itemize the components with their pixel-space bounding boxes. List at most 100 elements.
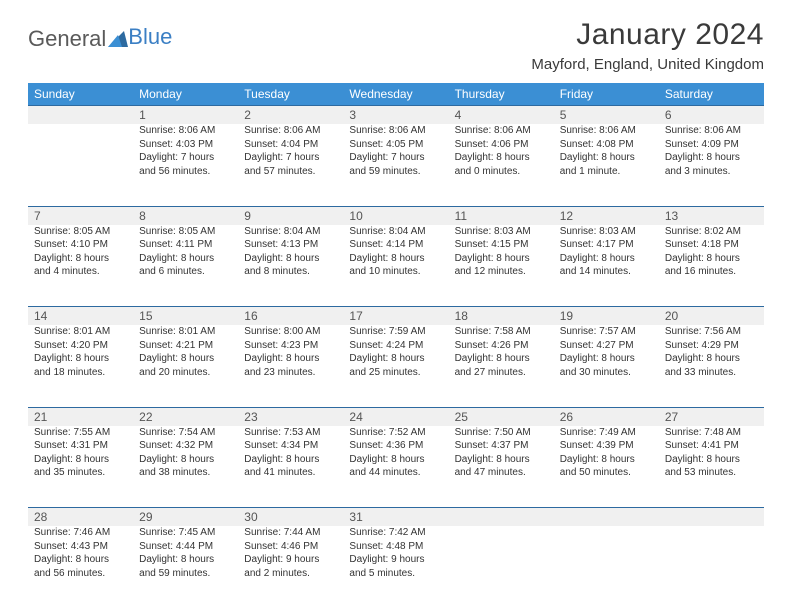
sunrise-text: Sunrise: 7:48 AM (665, 426, 758, 440)
daylight-text: and 3 minutes. (665, 165, 758, 179)
day-number (554, 508, 659, 527)
calendar-table: Sunday Monday Tuesday Wednesday Thursday… (28, 83, 764, 608)
day-number: 11 (449, 206, 554, 225)
daylight-text: and 27 minutes. (455, 366, 548, 380)
daylight-text: and 56 minutes. (139, 165, 232, 179)
daylight-text: Daylight: 8 hours (349, 352, 442, 366)
daylight-text: and 18 minutes. (34, 366, 127, 380)
day-number: 31 (343, 508, 448, 527)
day-cell: Sunrise: 8:02 AMSunset: 4:18 PMDaylight:… (659, 225, 764, 307)
logo-text-2: Blue (128, 24, 172, 50)
day-cell: Sunrise: 7:58 AMSunset: 4:26 PMDaylight:… (449, 325, 554, 407)
day-number (449, 508, 554, 527)
sunset-text: Sunset: 4:31 PM (34, 439, 127, 453)
daylight-text: Daylight: 8 hours (455, 453, 548, 467)
day-number: 29 (133, 508, 238, 527)
sunrise-text: Sunrise: 8:06 AM (560, 124, 653, 138)
day-cell: Sunrise: 8:03 AMSunset: 4:17 PMDaylight:… (554, 225, 659, 307)
day-cell: Sunrise: 7:59 AMSunset: 4:24 PMDaylight:… (343, 325, 448, 407)
daylight-text: Daylight: 8 hours (34, 453, 127, 467)
day-cell: Sunrise: 7:46 AMSunset: 4:43 PMDaylight:… (28, 526, 133, 608)
sunrise-text: Sunrise: 7:53 AM (244, 426, 337, 440)
day-cell: Sunrise: 8:04 AMSunset: 4:13 PMDaylight:… (238, 225, 343, 307)
sunrise-text: Sunrise: 8:06 AM (665, 124, 758, 138)
day-number: 19 (554, 307, 659, 326)
sunset-text: Sunset: 4:41 PM (665, 439, 758, 453)
sunset-text: Sunset: 4:14 PM (349, 238, 442, 252)
sunset-text: Sunset: 4:20 PM (34, 339, 127, 353)
day-number: 13 (659, 206, 764, 225)
daylight-text: Daylight: 8 hours (244, 453, 337, 467)
day-number: 24 (343, 407, 448, 426)
sunset-text: Sunset: 4:10 PM (34, 238, 127, 252)
daylight-text: and 0 minutes. (455, 165, 548, 179)
week-row: Sunrise: 7:46 AMSunset: 4:43 PMDaylight:… (28, 526, 764, 608)
sunrise-text: Sunrise: 7:42 AM (349, 526, 442, 540)
sunrise-text: Sunrise: 7:50 AM (455, 426, 548, 440)
day-cell: Sunrise: 8:06 AMSunset: 4:03 PMDaylight:… (133, 124, 238, 206)
day-number: 6 (659, 106, 764, 125)
daylight-text: and 53 minutes. (665, 466, 758, 480)
sunset-text: Sunset: 4:36 PM (349, 439, 442, 453)
day-number-row: 123456 (28, 106, 764, 125)
day-cell: Sunrise: 8:05 AMSunset: 4:11 PMDaylight:… (133, 225, 238, 307)
daylight-text: Daylight: 7 hours (349, 151, 442, 165)
day-header: Sunday (28, 83, 133, 106)
sunrise-text: Sunrise: 7:54 AM (139, 426, 232, 440)
sunrise-text: Sunrise: 8:04 AM (349, 225, 442, 239)
title-block: January 2024 Mayford, England, United Ki… (531, 18, 764, 73)
sunset-text: Sunset: 4:15 PM (455, 238, 548, 252)
day-cell: Sunrise: 7:45 AMSunset: 4:44 PMDaylight:… (133, 526, 238, 608)
day-header: Monday (133, 83, 238, 106)
sunrise-text: Sunrise: 7:55 AM (34, 426, 127, 440)
daylight-text: and 16 minutes. (665, 265, 758, 279)
sunrise-text: Sunrise: 8:05 AM (139, 225, 232, 239)
daylight-text: Daylight: 8 hours (349, 252, 442, 266)
daylight-text: Daylight: 8 hours (244, 252, 337, 266)
day-number: 25 (449, 407, 554, 426)
day-number: 18 (449, 307, 554, 326)
sunset-text: Sunset: 4:34 PM (244, 439, 337, 453)
day-cell: Sunrise: 8:05 AMSunset: 4:10 PMDaylight:… (28, 225, 133, 307)
sunrise-text: Sunrise: 8:01 AM (139, 325, 232, 339)
daylight-text: and 56 minutes. (34, 567, 127, 581)
sunset-text: Sunset: 4:43 PM (34, 540, 127, 554)
daylight-text: and 35 minutes. (34, 466, 127, 480)
sunset-text: Sunset: 4:48 PM (349, 540, 442, 554)
daylight-text: and 38 minutes. (139, 466, 232, 480)
day-cell: Sunrise: 8:06 AMSunset: 4:04 PMDaylight:… (238, 124, 343, 206)
day-number: 5 (554, 106, 659, 125)
sunrise-text: Sunrise: 7:49 AM (560, 426, 653, 440)
sunrise-text: Sunrise: 7:56 AM (665, 325, 758, 339)
day-number: 14 (28, 307, 133, 326)
day-header-row: Sunday Monday Tuesday Wednesday Thursday… (28, 83, 764, 106)
daylight-text: and 59 minutes. (139, 567, 232, 581)
daylight-text: Daylight: 8 hours (34, 352, 127, 366)
day-cell: Sunrise: 8:06 AMSunset: 4:09 PMDaylight:… (659, 124, 764, 206)
day-cell: Sunrise: 7:55 AMSunset: 4:31 PMDaylight:… (28, 426, 133, 508)
sunrise-text: Sunrise: 8:00 AM (244, 325, 337, 339)
day-number: 27 (659, 407, 764, 426)
daylight-text: Daylight: 7 hours (139, 151, 232, 165)
daylight-text: and 8 minutes. (244, 265, 337, 279)
daylight-text: and 5 minutes. (349, 567, 442, 581)
daylight-text: Daylight: 8 hours (665, 352, 758, 366)
daylight-text: and 57 minutes. (244, 165, 337, 179)
daylight-text: and 1 minute. (560, 165, 653, 179)
day-number: 9 (238, 206, 343, 225)
day-number: 12 (554, 206, 659, 225)
day-cell: Sunrise: 8:01 AMSunset: 4:20 PMDaylight:… (28, 325, 133, 407)
sunset-text: Sunset: 4:04 PM (244, 138, 337, 152)
daylight-text: Daylight: 8 hours (349, 453, 442, 467)
logo-text-1: General (28, 26, 106, 52)
day-cell: Sunrise: 8:03 AMSunset: 4:15 PMDaylight:… (449, 225, 554, 307)
day-header: Friday (554, 83, 659, 106)
sunset-text: Sunset: 4:13 PM (244, 238, 337, 252)
daylight-text: Daylight: 8 hours (34, 553, 127, 567)
day-number: 1 (133, 106, 238, 125)
sunrise-text: Sunrise: 7:58 AM (455, 325, 548, 339)
sunrise-text: Sunrise: 8:06 AM (139, 124, 232, 138)
sunset-text: Sunset: 4:24 PM (349, 339, 442, 353)
daylight-text: and 59 minutes. (349, 165, 442, 179)
day-number: 23 (238, 407, 343, 426)
